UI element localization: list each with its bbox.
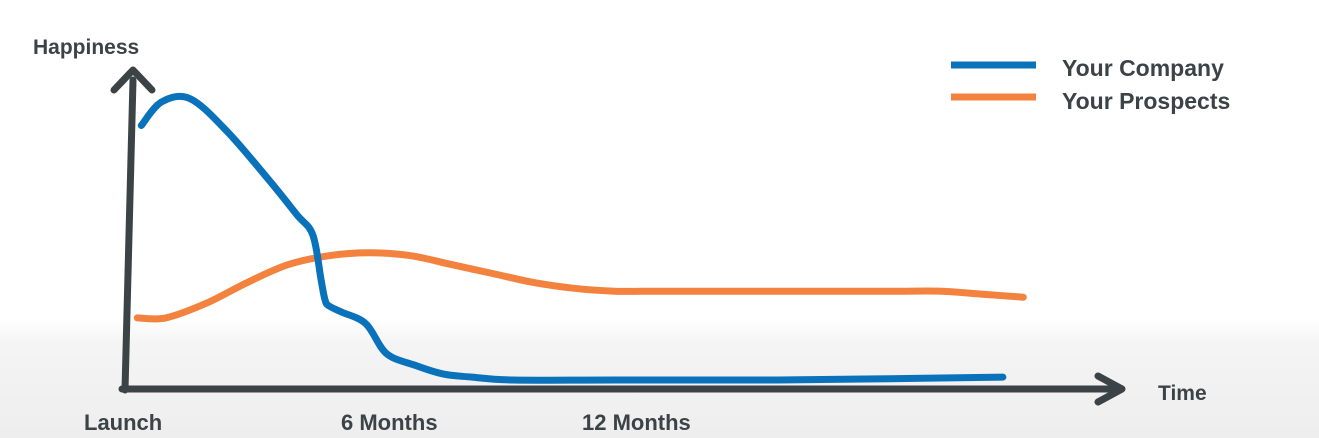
x-tick-label-launch: Launch [84, 410, 162, 435]
series-line-your-company [137, 92, 1007, 384]
y-axis-line [121, 76, 137, 394]
series-lines [133, 92, 1027, 384]
legend: Your Company Your Prospects [951, 55, 1230, 114]
x-axis-arrow-head [1094, 372, 1126, 406]
y-axis-arrow-head [110, 66, 156, 94]
legend-label-your-prospects: Your Prospects [1062, 88, 1230, 114]
x-axis-title: Time [1158, 382, 1207, 405]
legend-label-your-company: Your Company [1062, 55, 1224, 81]
series-line-your-prospects [133, 249, 1027, 323]
x-tick-label-6-months: 6 Months [341, 410, 438, 435]
y-axis-title: Happiness [33, 36, 139, 59]
x-tick-label-12-months: 12 Months [582, 410, 691, 435]
x-tick-labels: Launch 6 Months 12 Months [84, 410, 691, 435]
axes [110, 66, 1126, 406]
